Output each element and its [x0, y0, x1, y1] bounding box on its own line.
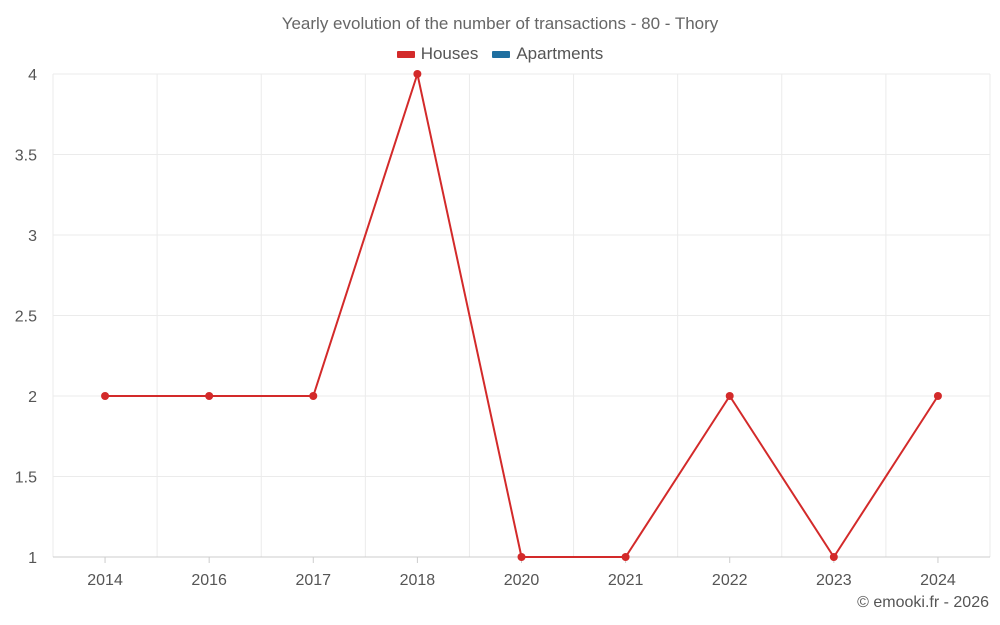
houses-data-point: [725, 392, 734, 400]
x-tick-label: 2018: [400, 572, 436, 589]
chart-title: Yearly evolution of the number of transa…: [281, 14, 719, 33]
legend-swatch-houses: [396, 50, 415, 58]
x-tick-label: 2024: [920, 572, 956, 589]
legend: Houses Apartments: [0, 44, 1000, 64]
legend-swatch-apartments: [492, 50, 511, 58]
houses-data-point: [933, 392, 942, 400]
legend-item-houses[interactable]: Houses: [396, 44, 479, 64]
houses-data-point: [413, 70, 422, 78]
y-tick-label: 1: [28, 550, 37, 567]
y-tick-label: 2.5: [15, 309, 37, 326]
y-tick-label: 1.5: [15, 470, 37, 487]
y-tick-label: 3: [28, 228, 37, 245]
x-tick-label: 2017: [295, 572, 331, 589]
x-tick-label: 2016: [191, 572, 227, 589]
x-tick-label: 2014: [87, 572, 123, 589]
houses-data-point: [621, 553, 630, 561]
houses-data-point: [829, 553, 838, 561]
houses-data-point: [309, 392, 318, 400]
legend-label-houses: Houses: [420, 44, 479, 63]
legend-item-apartments[interactable]: Apartments: [492, 44, 603, 64]
houses-data-point: [205, 392, 214, 400]
legend-label-apartments: Apartments: [516, 44, 604, 63]
y-tick-label: 3.5: [15, 148, 37, 165]
houses-data-point: [101, 392, 110, 400]
copyright-text: © emooki.fr - 2026: [857, 594, 989, 611]
x-tick-label: 2022: [712, 572, 748, 589]
houses-data-point: [517, 553, 526, 561]
y-tick-label: 2: [28, 389, 37, 406]
x-tick-label: 2023: [816, 572, 852, 589]
x-tick-label: 2020: [504, 572, 540, 589]
x-tick-label: 2021: [608, 572, 644, 589]
y-tick-label: 4: [28, 67, 37, 84]
